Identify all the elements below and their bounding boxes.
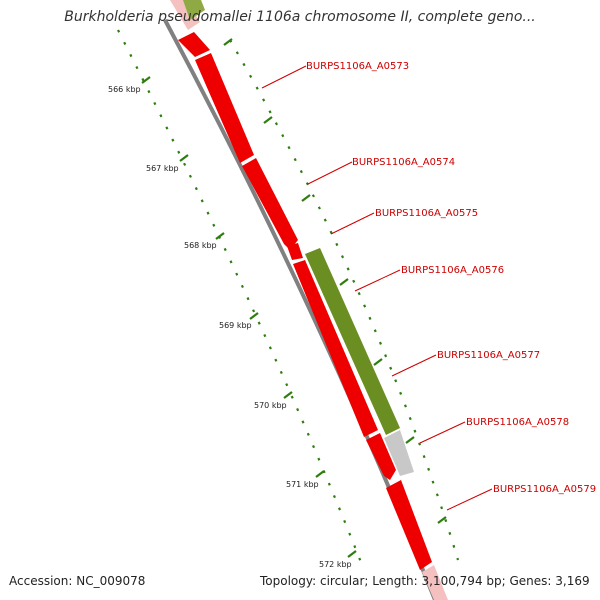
gene-a0580[interactable] bbox=[386, 480, 432, 570]
gene-label-a0574[interactable]: BURPS1106A_A0574 bbox=[352, 157, 455, 168]
gene-a0573[interactable] bbox=[195, 53, 254, 163]
gene-label-a0573[interactable]: BURPS1106A_A0573 bbox=[306, 61, 409, 72]
major-tick-outer-0 bbox=[223, 38, 233, 46]
tick-label-571: 571 kbp bbox=[286, 480, 319, 489]
map-title: Burkholderia pseudomallei 1106a chromoso… bbox=[64, 9, 536, 25]
major-tick-outer-1 bbox=[263, 116, 273, 124]
footer-accession: Accession: NC_009078 bbox=[9, 574, 146, 588]
gene-label-a0577[interactable]: BURPS1106A_A0577 bbox=[437, 350, 540, 361]
tick-label-569: 569 kbp bbox=[219, 321, 252, 330]
gene-label-line-a0578 bbox=[419, 421, 466, 444]
gene-a0577-highlighted[interactable] bbox=[305, 248, 400, 435]
gene-label-line-a0574 bbox=[307, 161, 353, 185]
major-tick-outer-2 bbox=[301, 194, 311, 202]
footer-info: Topology: circular; Length: 3,100,794 bp… bbox=[260, 574, 590, 588]
scale-dotted-ring-outer bbox=[229, 39, 460, 561]
tick-label-568: 568 kbp bbox=[184, 241, 217, 250]
tick-label-567: 567 kbp bbox=[146, 164, 179, 173]
major-tick-outer-5 bbox=[405, 436, 415, 444]
gene-track bbox=[170, 0, 448, 600]
gene-label-a0575[interactable]: BURPS1106A_A0575 bbox=[375, 208, 478, 219]
scale-ticks bbox=[141, 38, 447, 558]
major-tick-outer-6 bbox=[437, 516, 447, 524]
major-tick-outer-3 bbox=[339, 278, 349, 286]
gene-a0576[interactable] bbox=[293, 260, 378, 437]
gene-label-line-a0573 bbox=[261, 65, 307, 89]
major-tick-inner-4 bbox=[283, 391, 293, 399]
major-tick-inner-3 bbox=[249, 312, 259, 320]
gene-a0581-partial[interactable] bbox=[422, 565, 448, 600]
genome-backbone bbox=[163, 19, 437, 600]
gene-a0572[interactable] bbox=[178, 32, 210, 57]
major-tick-inner-1 bbox=[179, 154, 189, 162]
gene-partial-top[interactable] bbox=[170, 0, 200, 30]
gene-a0574[interactable] bbox=[242, 158, 298, 250]
major-tick-inner-0 bbox=[141, 76, 151, 84]
gene-label-line-a0576 bbox=[354, 269, 401, 292]
tick-label-566: 566 kbp bbox=[108, 85, 141, 94]
gene-label-line-a0575 bbox=[330, 212, 375, 235]
major-tick-outer-4 bbox=[373, 358, 383, 366]
gene-label-line-a0579 bbox=[446, 488, 493, 511]
gene-partial-top-green[interactable] bbox=[183, 0, 205, 20]
tick-label-570: 570 kbp bbox=[254, 401, 287, 410]
gene-label-line-a0577 bbox=[391, 354, 437, 377]
gene-a0575[interactable] bbox=[287, 243, 303, 260]
major-tick-inner-5 bbox=[315, 470, 325, 478]
gene-label-a0576[interactable]: BURPS1106A_A0576 bbox=[401, 265, 504, 276]
gene-a0578[interactable] bbox=[384, 430, 414, 476]
major-tick-inner-6 bbox=[347, 550, 357, 558]
tick-label-572: 572 kbp bbox=[319, 560, 352, 569]
gene-label-a0579[interactable]: BURPS1106A_A0579 bbox=[493, 484, 596, 495]
gene-a0579[interactable] bbox=[366, 433, 396, 480]
gene-label-a0578[interactable]: BURPS1106A_A0578 bbox=[466, 417, 569, 428]
major-tick-inner-2 bbox=[215, 232, 225, 240]
